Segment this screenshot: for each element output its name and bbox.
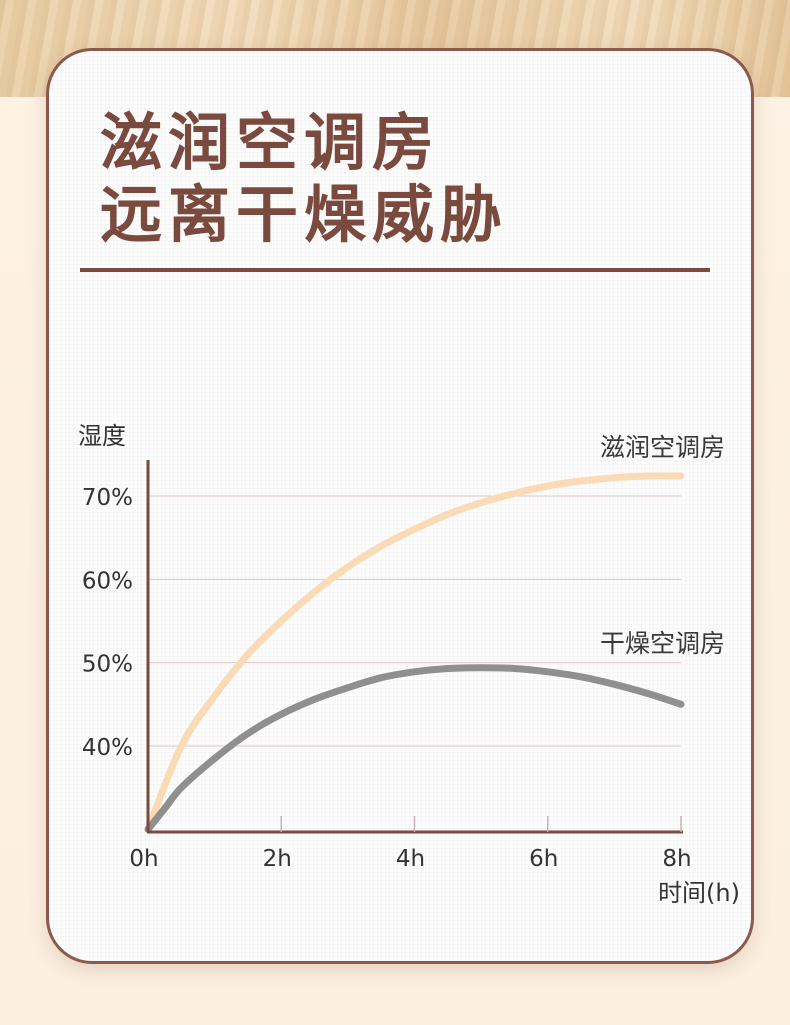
- y-tick-label: 50%: [82, 652, 133, 678]
- y-tick-label: 60%: [82, 568, 133, 594]
- grid-lines: [148, 495, 681, 747]
- title-divider: [80, 268, 710, 272]
- x-axis-title: 时间(h): [658, 879, 740, 907]
- x-tick-label: 2h: [263, 846, 292, 872]
- x-tick-label: 8h: [662, 846, 691, 872]
- series-lines: [144, 472, 685, 833]
- y-tick-label: 70%: [82, 485, 133, 511]
- series-line-moist: [144, 472, 685, 833]
- y-tick-label: 40%: [82, 735, 133, 761]
- series-label: 滋润空调房: [600, 433, 725, 462]
- series-label: 干燥空调房: [600, 629, 725, 658]
- title-line-1: 滋润空调房: [100, 106, 441, 179]
- series-line-dry: [144, 664, 685, 833]
- x-tick-label: 4h: [396, 846, 425, 872]
- x-tick-label: 0h: [129, 846, 158, 872]
- y-axis-title: 湿度: [78, 422, 126, 450]
- x-tick-label: 6h: [529, 846, 558, 872]
- axes: [146, 460, 683, 834]
- title-line-2: 远离干燥威胁: [100, 178, 509, 251]
